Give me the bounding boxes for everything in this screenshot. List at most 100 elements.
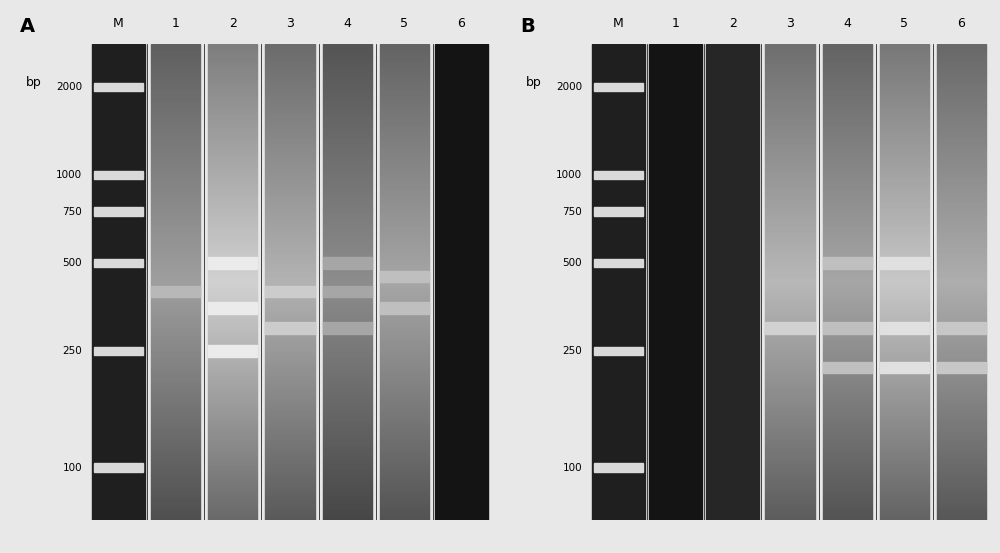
Bar	[151, 70, 200, 73]
Bar	[323, 363, 372, 366]
Bar	[880, 108, 929, 111]
Bar	[880, 134, 929, 137]
Bar	[265, 453, 315, 456]
Bar	[151, 389, 200, 392]
Bar	[823, 477, 872, 479]
Bar	[151, 189, 200, 192]
Bar	[823, 370, 872, 372]
Bar	[765, 518, 815, 520]
Bar	[823, 128, 872, 130]
Bar	[880, 265, 929, 268]
Bar	[823, 362, 872, 373]
Bar	[380, 111, 429, 113]
Bar	[323, 498, 372, 501]
Bar	[880, 446, 929, 448]
Bar	[380, 363, 429, 366]
Text: 5: 5	[900, 17, 908, 30]
Bar	[937, 139, 986, 142]
Bar	[937, 208, 986, 211]
Bar	[765, 346, 815, 348]
Bar	[265, 465, 315, 467]
Bar	[151, 104, 200, 106]
Bar	[823, 408, 872, 410]
Bar	[208, 337, 257, 339]
Bar	[208, 111, 257, 113]
Bar	[265, 265, 315, 268]
Bar	[151, 108, 200, 111]
Bar	[151, 185, 200, 187]
Bar	[265, 152, 315, 154]
Bar	[937, 187, 986, 189]
Bar	[937, 216, 986, 218]
Bar	[323, 116, 372, 118]
Bar	[880, 515, 929, 518]
Bar	[380, 196, 429, 199]
Bar	[937, 156, 986, 158]
Bar	[880, 332, 929, 335]
Bar	[937, 204, 986, 206]
Bar	[208, 394, 257, 396]
Bar	[265, 66, 315, 68]
Bar	[151, 256, 200, 258]
Bar	[880, 263, 929, 265]
Bar	[823, 144, 872, 147]
Bar	[323, 253, 372, 256]
Bar	[265, 218, 315, 220]
Bar	[880, 437, 929, 439]
Bar	[323, 313, 372, 315]
Bar	[208, 56, 257, 59]
Bar	[265, 185, 315, 187]
Bar	[937, 377, 986, 379]
Bar	[937, 242, 986, 244]
Bar	[380, 432, 429, 434]
Bar	[265, 194, 315, 196]
Bar	[151, 348, 200, 351]
Bar	[323, 113, 372, 116]
Bar	[265, 70, 315, 73]
Bar	[380, 351, 429, 353]
Bar	[823, 463, 872, 465]
Bar	[265, 56, 315, 59]
Bar	[765, 161, 815, 163]
Bar	[765, 163, 815, 165]
Bar	[823, 137, 872, 139]
Bar	[765, 211, 815, 213]
Bar	[323, 244, 372, 247]
Bar	[380, 173, 429, 175]
Bar	[380, 460, 429, 463]
Bar	[151, 392, 200, 394]
Bar	[151, 90, 200, 92]
Bar	[765, 306, 815, 308]
Bar	[265, 317, 315, 320]
Bar	[323, 513, 372, 515]
Text: 3: 3	[786, 17, 794, 30]
Bar	[380, 375, 429, 377]
Bar	[880, 106, 929, 108]
Bar	[151, 317, 200, 320]
Bar	[937, 413, 986, 415]
Bar	[208, 154, 257, 156]
Bar	[380, 223, 429, 225]
Bar	[208, 399, 257, 401]
Bar	[937, 370, 986, 372]
Bar	[380, 97, 429, 99]
Bar	[151, 68, 200, 70]
Bar	[151, 496, 200, 498]
Bar	[380, 315, 429, 317]
Bar	[880, 482, 929, 484]
Bar	[937, 249, 986, 251]
Text: 1: 1	[172, 17, 180, 30]
Bar	[880, 273, 929, 275]
Bar	[208, 80, 257, 82]
Bar	[208, 313, 257, 315]
Bar	[380, 265, 429, 268]
Bar	[151, 123, 200, 125]
Bar	[380, 194, 429, 196]
Bar	[823, 66, 872, 68]
Bar	[208, 302, 257, 314]
Bar	[765, 97, 815, 99]
Bar	[380, 467, 429, 470]
Bar	[765, 505, 815, 508]
Bar	[823, 304, 872, 306]
Bar	[323, 491, 372, 494]
